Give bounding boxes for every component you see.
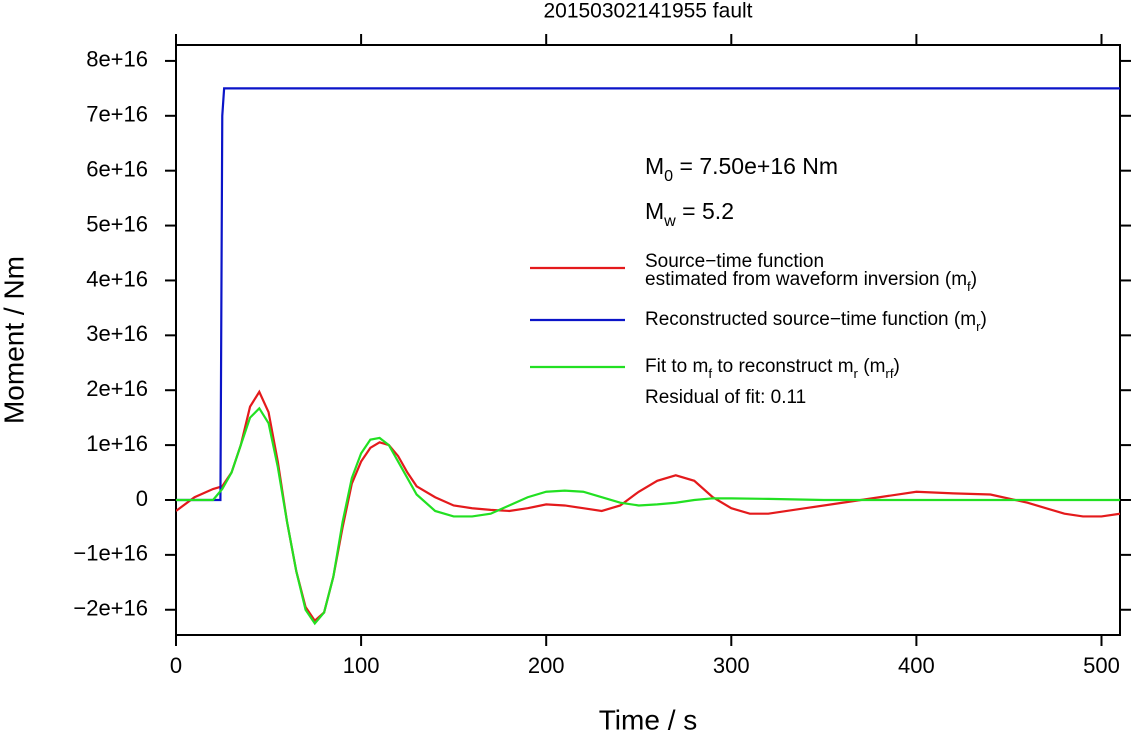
text-run: f: [708, 366, 712, 381]
text-run: ): [981, 309, 987, 330]
x-tick-label: 200: [528, 653, 565, 678]
annotation: Residual of fit: 0.11: [645, 387, 806, 408]
text-run: Reconstructed source−time function (m: [645, 309, 976, 330]
annotation: M0 = 7.50e+16 Nm: [645, 153, 838, 185]
y-axis-label: Moment / Nm: [0, 256, 29, 424]
x-tick-label: 100: [343, 653, 380, 678]
plot-frame: [175, 44, 1121, 636]
x-axis-label: Time / s: [599, 704, 698, 735]
x-tick-label: 300: [713, 653, 750, 678]
text-run: rf: [885, 366, 893, 381]
text-run: Residual of fit: 0.11: [645, 387, 806, 408]
text-run: M: [645, 153, 664, 179]
series-line: [176, 389, 1120, 623]
text-run: w: [663, 212, 676, 230]
y-tick-label: 1e+16: [86, 431, 148, 456]
text-run: r: [854, 366, 859, 381]
text-run: 0: [664, 167, 673, 185]
x-tick-label: 400: [898, 653, 935, 678]
y-tick-label: 6e+16: [86, 156, 148, 181]
y-tick-label: −2e+16: [73, 596, 148, 621]
y-tick-label: 3e+16: [86, 321, 148, 346]
y-tick-label: 8e+16: [86, 47, 148, 72]
y-tick-label: 2e+16: [86, 376, 148, 401]
y-tick-label: 4e+16: [86, 266, 148, 291]
y-tick-label: 7e+16: [86, 102, 148, 127]
text-run: M: [645, 198, 664, 224]
legend-label: Source−time function: [645, 251, 824, 272]
y-tick-label: 0: [136, 486, 148, 511]
series-line: [176, 87, 1120, 502]
annotation: Mw = 5.2: [645, 198, 734, 230]
text-run: estimated from waveform inversion (m: [645, 269, 967, 290]
series-line: [176, 406, 1120, 626]
text-run: ): [971, 269, 977, 290]
x-tick-label: 0: [170, 653, 182, 678]
chart-title: 20150302141955 fault: [543, 0, 752, 23]
text-run: to reconstruct m: [712, 356, 854, 377]
y-tick-label: −1e+16: [73, 541, 148, 566]
legend-label: estimated from waveform inversion (mf): [645, 269, 977, 294]
text-run: = 7.50e+16 Nm: [673, 153, 838, 179]
text-run: = 5.2: [676, 198, 734, 224]
text-run: f: [967, 279, 971, 294]
text-run: Fit to m: [645, 356, 708, 377]
legend-label: Reconstructed source−time function (mr): [645, 309, 987, 334]
text-run: ): [894, 356, 900, 377]
y-tick-label: 5e+16: [86, 211, 148, 236]
text-run: (m: [858, 356, 885, 377]
legend-label: Fit to mf to reconstruct mr (mrf): [645, 356, 900, 381]
x-tick-label: 500: [1083, 653, 1120, 678]
text-run: Source−time function: [645, 251, 824, 272]
text-run: r: [976, 319, 981, 334]
